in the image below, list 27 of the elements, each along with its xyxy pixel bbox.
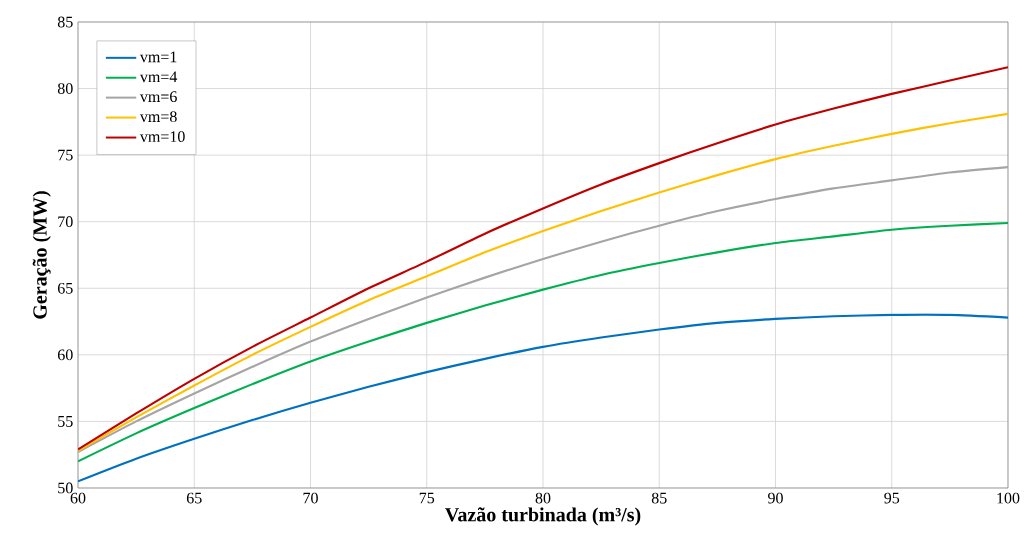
legend-label: vm=10	[139, 131, 185, 143]
legend-label: vm=8	[139, 111, 177, 123]
x-tick-label: 65	[186, 492, 202, 504]
y-tick-label: 80	[57, 83, 73, 94]
line-series	[78, 166, 1008, 454]
x-tick-label: 100	[997, 492, 1020, 504]
y-tick-label: 70	[58, 216, 73, 228]
legend-label: vm=4	[139, 71, 178, 83]
legend-label: vm=1	[139, 51, 177, 63]
y-tick-label: 65	[57, 282, 73, 294]
y-tick-label: 50	[58, 482, 73, 494]
x-tick-label: 75	[419, 492, 435, 504]
x-axis-title: Vazão turbinada (m³/s)	[445, 507, 641, 526]
x-tick-label: 60	[70, 492, 86, 504]
y-tick-label: 85	[57, 16, 73, 28]
line-series	[78, 221, 1008, 463]
x-tick-label: 70	[303, 492, 318, 504]
legend-label: vm=6	[139, 91, 177, 103]
y-tick-label: 60	[57, 349, 73, 361]
y-tick-label: 75	[58, 149, 73, 161]
x-tick-label: 85	[651, 492, 667, 504]
line-series	[78, 313, 1008, 483]
y-axis-title: Geração (MW)	[32, 191, 51, 319]
y-tick-label: 55	[58, 416, 73, 427]
x-tick-label: 95	[884, 492, 900, 504]
x-tick-label: 90	[768, 492, 783, 504]
x-tick-label: 80	[535, 492, 551, 504]
